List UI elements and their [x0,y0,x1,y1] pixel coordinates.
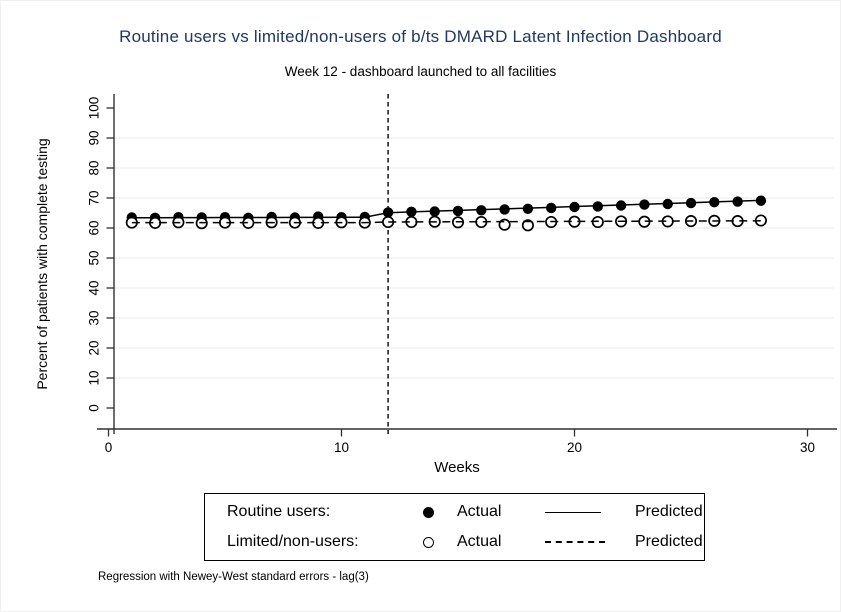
y-tick-label: 20 [87,340,102,355]
legend-predicted-label: Predicted [635,533,703,550]
data-point [521,219,534,232]
chart-legend: Routine users: Actual Predicted Limited/… [204,493,705,561]
y-tick-label: 90 [87,130,102,145]
y-axis-label: Percent of patients with complete testin… [34,138,50,389]
legend-row-limited: Limited/non-users: Actual Predicted [205,527,704,557]
chart-title: Routine users vs limited/non-users of b/… [119,27,722,46]
axes-layer: 0 10 20 30 40 50 60 70 80 90 100 0 10 20 30 [87,94,837,455]
x-tick-label: 20 [567,440,582,455]
y-tick-label: 0 [87,404,102,412]
x-tick-label: 10 [334,440,349,455]
y-tick-label: 40 [87,280,102,295]
open-circle-icon [423,536,434,548]
y-tick-label: 70 [87,190,102,205]
legend-predicted-label: Predicted [635,503,703,520]
chart-note: Regression with Newey-West standard erro… [98,571,369,583]
predicted-line [131,220,761,224]
x-axis-label: Weeks [434,459,480,476]
legend-group-label: Limited/non-users: [227,533,359,550]
chart-canvas: 0 10 20 30 40 50 60 70 80 90 100 0 10 20 30 Percent of… [34,94,837,476]
legend-row-routine: Routine users: Actual Predicted [205,497,704,527]
y-tick-label: 10 [87,370,102,385]
x-tick-label: 0 [105,440,113,455]
legend-actual-label: Actual [457,503,502,520]
dashed-line-icon [545,541,605,543]
x-tick-label: 30 [800,440,815,455]
filled-circle-icon [423,506,434,518]
chart-subtitle: Week 12 - dashboard launched to all faci… [284,64,557,79]
series-layer [125,195,767,232]
grid-layer [114,137,834,379]
y-tick-label: 100 [87,97,102,120]
y-tick-label: 50 [87,250,102,265]
legend-group-label: Routine users: [227,503,331,520]
y-tick-label: 80 [87,160,102,175]
y-tick-label: 60 [87,220,102,235]
predicted-line [131,199,761,219]
legend-actual-label: Actual [457,533,502,550]
y-tick-label: 30 [87,310,102,325]
solid-line-icon [545,511,601,513]
